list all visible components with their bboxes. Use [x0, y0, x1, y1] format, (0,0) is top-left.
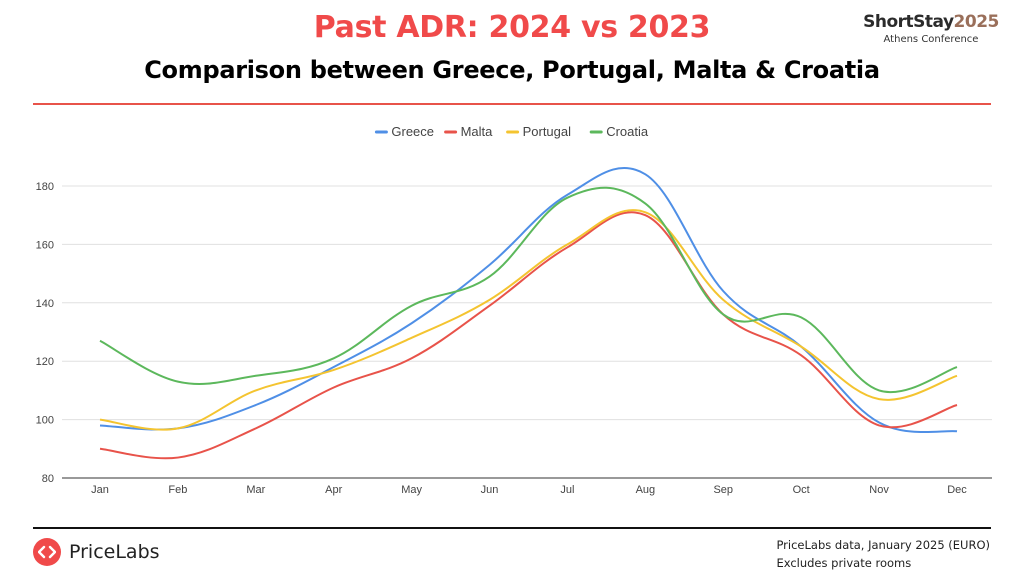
series-line-malta: [99, 211, 958, 460]
header-divider: [33, 103, 991, 105]
x-tick-label: Feb: [168, 484, 187, 496]
conference-year: 2025: [953, 12, 1000, 32]
page-title: Past ADR: 2024 vs 2023: [313, 10, 711, 45]
source-note-line-1: PriceLabs data, January 2025 (EURO): [776, 538, 990, 552]
y-tick-label: 120: [36, 356, 54, 368]
series-line-greece: [99, 167, 958, 434]
conference-logo: ShortStay2025 Athens Conference: [856, 12, 1006, 45]
x-tick-label: Sep: [713, 484, 733, 496]
x-tick-label: Nov: [869, 484, 889, 496]
x-tick-label: Aug: [636, 484, 656, 496]
pricelabs-logo-text: PriceLabs: [69, 541, 160, 563]
legend-item-greece: Greece: [374, 124, 434, 139]
source-note: PriceLabs data, January 2025 (EURO) Excl…: [776, 536, 990, 572]
series-line-portugal: [99, 209, 958, 431]
legend-label: Portugal: [523, 124, 572, 139]
x-tick-label: Jul: [560, 484, 574, 496]
y-tick-label: 160: [36, 239, 54, 251]
y-tick-label: 180: [36, 181, 54, 193]
series-line-croatia: [99, 186, 958, 394]
x-tick-label: May: [401, 484, 422, 496]
legend-label: Greece: [391, 124, 434, 139]
legend-label: Croatia: [606, 124, 649, 139]
conference-name: ShortStay2025: [856, 12, 1006, 32]
footer-divider: [33, 527, 991, 529]
legend-label: Malta: [461, 124, 494, 139]
x-tick-label: Dec: [947, 484, 967, 496]
legend-item-malta: Malta: [444, 124, 494, 139]
conference-name-text: ShortStay: [863, 12, 954, 32]
x-tick-label: Jun: [481, 484, 499, 496]
x-tick-label: Oct: [793, 484, 810, 496]
x-tick-label: Apr: [325, 484, 342, 496]
page-subtitle: Comparison between Greece, Portugal, Mal…: [144, 56, 880, 84]
y-tick-label: 80: [42, 473, 54, 485]
x-tick-label: Mar: [246, 484, 265, 496]
y-tick-label: 100: [36, 415, 54, 427]
legend-item-portugal: Portugal: [506, 124, 572, 139]
adr-line-chart: 80 100 120 140 160 180 Jan Feb Mar Apr May Jun Jul Au…: [36, 124, 992, 496]
pricelabs-logo: PriceLabs: [33, 538, 160, 566]
source-note-line-2: Excludes private rooms: [776, 556, 912, 570]
x-tick-label: Jan: [91, 484, 109, 496]
y-tick-label: 140: [36, 298, 54, 310]
legend-item-croatia: Croatia: [589, 124, 649, 139]
conference-tagline: Athens Conference: [883, 34, 979, 45]
pricelabs-logo-icon: [33, 538, 61, 566]
